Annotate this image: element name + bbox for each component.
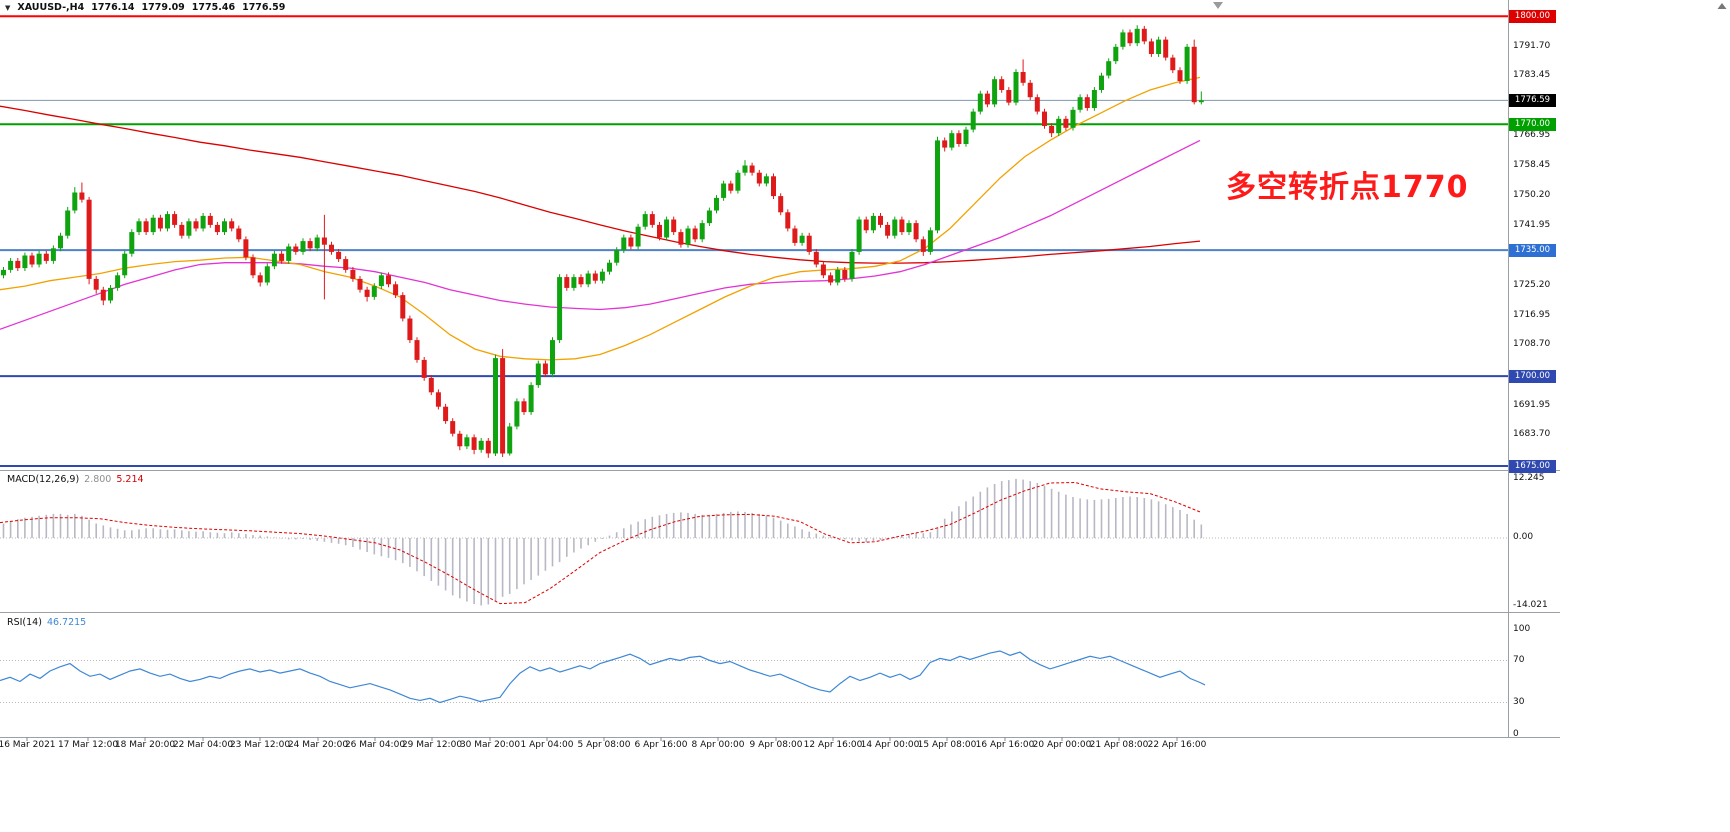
ohlc-high: 1779.09 — [141, 2, 185, 13]
macd-indicator-label: MACD(12,26,9) 2.800 5.214 — [7, 474, 144, 485]
ma-fast-orange — [0, 76, 1201, 361]
macd-name: MACD(12,26,9) — [7, 474, 80, 485]
ohlc-open: 1776.14 — [91, 2, 135, 13]
ma-mid-magenta — [0, 139, 1201, 330]
price-scale-arrow-icon[interactable] — [1717, 3, 1727, 9]
chart-title: ▼ XAUUSD-,H4 1776.14 1779.09 1775.46 177… — [5, 2, 285, 13]
chart-shift-marker-icon[interactable] — [1213, 2, 1223, 9]
chart-annotation-text[interactable]: 多空转折点1770 — [1226, 170, 1469, 205]
macd-signal-line — [0, 481, 1201, 605]
macd-signal-value: 5.214 — [116, 474, 144, 485]
rsi-line — [0, 650, 1206, 704]
candlestick-series — [1, 25, 1204, 458]
rsi-value: 46.7215 — [46, 617, 87, 628]
rsi-indicator-label: RSI(14) 46.7215 — [7, 617, 86, 628]
rsi-name: RSI(14) — [7, 617, 42, 628]
macd-main-value: 2.800 — [84, 474, 112, 485]
macd-panel[interactable] — [0, 478, 1508, 606]
ohlc-low: 1775.46 — [191, 2, 236, 13]
main-price-panel[interactable] — [0, 15, 1508, 467]
macd-histogram — [2, 478, 1203, 606]
rsi-panel[interactable] — [0, 650, 1508, 704]
symbol-timeframe-label: XAUUSD-,H4 — [17, 2, 85, 13]
ma-slow-red — [0, 105, 1201, 264]
ohlc-close: 1776.59 — [242, 2, 286, 13]
one-click-trading-toggle[interactable]: ▼ — [5, 3, 11, 12]
